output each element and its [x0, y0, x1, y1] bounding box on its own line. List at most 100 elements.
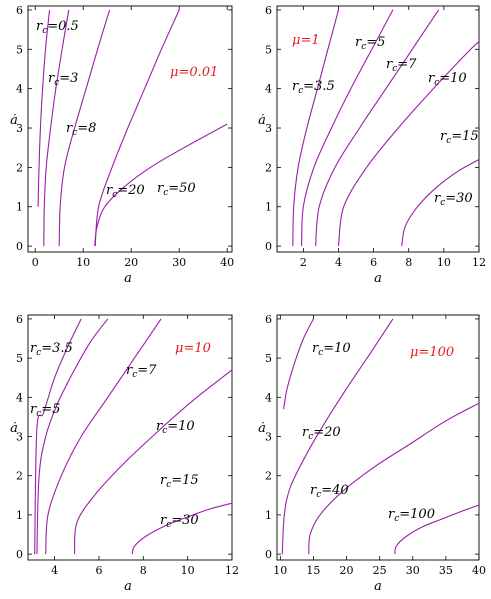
curve-label: rc=8	[66, 121, 96, 138]
curve-r-c-10	[337, 41, 480, 247]
curve-r-c-50	[94, 123, 228, 247]
y-tick-label: 2	[16, 161, 23, 174]
curve-label: rc=50	[157, 181, 196, 198]
curve-label: rc=30	[160, 513, 199, 530]
curve-label: rc=10	[428, 71, 467, 88]
x-tick-label: 10	[76, 256, 90, 269]
curve-label: rc=20	[302, 425, 341, 442]
x-tick-label: 4	[51, 564, 58, 577]
curve-r-c-3-5	[34, 318, 82, 555]
x-tick-label: 12	[472, 256, 486, 269]
x-tick-label: 40	[220, 256, 234, 269]
y-tick-label: 6	[265, 4, 272, 17]
chart-panel-1: 0 10 20 30 40 0 1 2 3 4 5 6 a ȧ rc=0.5 rc=3 rc=8 rc=20 rc=…	[10, 4, 234, 286]
curve-r-c-15	[401, 159, 480, 247]
plot-frame	[27, 314, 233, 561]
curve-label: rc=15	[440, 129, 479, 146]
curve-label: rc=15	[160, 473, 199, 490]
curve-r-c-10	[74, 369, 233, 555]
x-tick-label: 20	[340, 564, 354, 577]
curve-label: rc=5	[30, 402, 60, 419]
y-tick-label: 2	[16, 470, 23, 483]
x-tick-label: 2	[300, 256, 307, 269]
curve-label: rc=5	[355, 35, 385, 52]
plot-frame	[27, 5, 233, 253]
y-tick-label: 5	[16, 43, 23, 56]
x-tick-label: 6	[370, 256, 377, 269]
x-tick-label: 10	[181, 564, 195, 577]
y-tick-label: 5	[16, 352, 23, 365]
curve-r-c-8	[58, 9, 111, 247]
curve-label: rc=3.5	[30, 341, 73, 358]
x-axis-label: a	[374, 579, 382, 594]
y-tick-label: 4	[16, 391, 23, 404]
curve-r-c-40	[308, 402, 480, 555]
x-axis-label: a	[374, 271, 382, 286]
curve-r-c-3-5	[292, 9, 340, 247]
x-tick-label: 40	[472, 564, 486, 577]
curve-label: rc=7	[126, 363, 157, 380]
curve-r-c-15	[131, 502, 233, 555]
chart-panel-3: 4 6 8 10 120123456aȧrc=3.5rc=5rc=7rc=10rc=15…	[10, 313, 239, 594]
curve-label: rc=10	[312, 341, 351, 358]
curve-r-c-20	[94, 9, 180, 247]
x-tick-label: 6	[95, 564, 102, 577]
mu-annotation: μ=100	[410, 345, 454, 360]
curve-label: rc=10	[156, 419, 195, 436]
y-tick-label: 4	[265, 391, 272, 404]
curve-r-c-5	[301, 9, 394, 247]
curve-r-c-5	[36, 318, 109, 555]
y-tick-label: 1	[16, 201, 23, 214]
curve-label: rc=3	[48, 71, 78, 88]
y-axis-label: ȧ	[10, 421, 18, 436]
curve-label: rc=0.5	[36, 19, 79, 36]
x-tick-label: 10	[273, 564, 287, 577]
curve-r-c-100	[394, 504, 480, 555]
y-tick-label: 3	[16, 431, 23, 444]
mu-annotation: μ=10	[175, 341, 211, 356]
y-tick-label: 0	[265, 548, 272, 561]
y-tick-label: 5	[265, 43, 272, 56]
x-tick-label: 15	[306, 564, 320, 577]
x-tick-label: 30	[406, 564, 420, 577]
curve-r-c-20	[281, 318, 394, 555]
y-axis-label: ȧ	[258, 421, 266, 436]
curve-label: rc=100	[388, 507, 435, 524]
curve-label: rc=20	[106, 183, 145, 200]
y-tick-label: 0	[265, 240, 272, 253]
y-tick-label: 1	[265, 509, 272, 522]
y-tick-label: 2	[265, 470, 272, 483]
y-axis-label: ȧ	[258, 113, 266, 128]
y-axis-label: ȧ	[10, 113, 18, 128]
chart-panel-4: 10 15 20 25 30 35 40 0 1 2 3 4 5 6 a ȧ rc=10 rc=20 rc=40 rc…	[258, 313, 486, 594]
y-tick-label: 3	[16, 122, 23, 135]
mu-annotation: μ=1	[292, 33, 320, 48]
x-tick-label: 0	[32, 256, 39, 269]
chart-panel-2: 2 4 6 8 10 120123456aȧrc=3.5rc=5rc=7rc=10rc=1…	[258, 4, 486, 286]
plot-frame	[276, 5, 480, 253]
y-tick-label: 6	[16, 4, 23, 17]
y-tick-label: 1	[16, 509, 23, 522]
curve-r-c-10	[283, 318, 314, 410]
x-axis-label: a	[124, 271, 132, 286]
y-tick-label: 4	[16, 83, 23, 96]
x-tick-label: 25	[373, 564, 387, 577]
curve-r-c-3	[43, 9, 70, 247]
y-tick-label: 2	[265, 161, 272, 174]
x-tick-label: 20	[124, 256, 138, 269]
y-tick-label: 3	[265, 431, 272, 444]
y-tick-label: 0	[16, 240, 23, 253]
x-axis-label: a	[124, 579, 132, 594]
curve-label: rc=7	[386, 57, 417, 74]
curve-label: rc=3.5	[292, 79, 335, 96]
curve-label: rc=40	[310, 483, 349, 500]
x-tick-label: 4	[335, 256, 342, 269]
x-tick-label: 10	[437, 256, 451, 269]
curve-label: rc=30	[434, 191, 473, 208]
mu-annotation: μ=0.01	[170, 65, 218, 80]
x-tick-label: 8	[140, 564, 147, 577]
y-tick-label: 6	[16, 313, 23, 326]
x-tick-label: 30	[172, 256, 186, 269]
plot-frame	[276, 314, 480, 561]
